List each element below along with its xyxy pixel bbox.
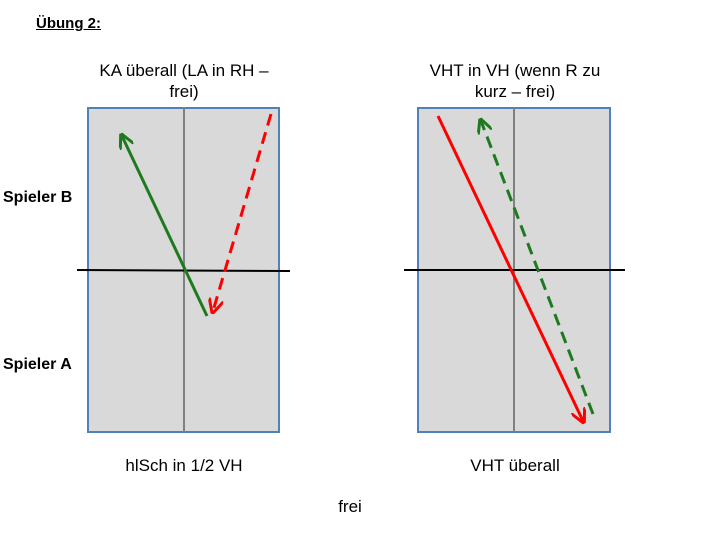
right-table (404, 107, 625, 433)
left-panel-title: KA überall (LA in RH – frei) (88, 60, 280, 102)
left-panel-title-line2: frei) (169, 82, 199, 101)
left-panel-title-line1: KA überall (LA in RH – (99, 61, 269, 80)
left-green-arrow (122, 136, 209, 317)
left-table-net (76, 269, 291, 272)
player-a-label: Spieler A (3, 356, 72, 373)
right-red-arrow (436, 115, 583, 421)
right-panel-title-line1: VHT in VH (wenn R zu (429, 61, 601, 80)
left-panel-caption: hlSch in 1/2 VH (125, 456, 243, 475)
right-green-dashed-arrow (481, 121, 595, 415)
exercise-heading: Übung 2: (36, 15, 101, 32)
right-panel-title-line2: kurz – frei) (474, 82, 556, 101)
left-table (76, 107, 291, 433)
left-red-dashed-arrow (213, 113, 273, 311)
footer-text: frei (338, 497, 362, 516)
right-panel-caption: VHT überall (470, 456, 560, 475)
right-panel-title: VHT in VH (wenn R zu kurz – frei) (400, 60, 630, 102)
player-b-label: Spieler B (3, 189, 73, 206)
